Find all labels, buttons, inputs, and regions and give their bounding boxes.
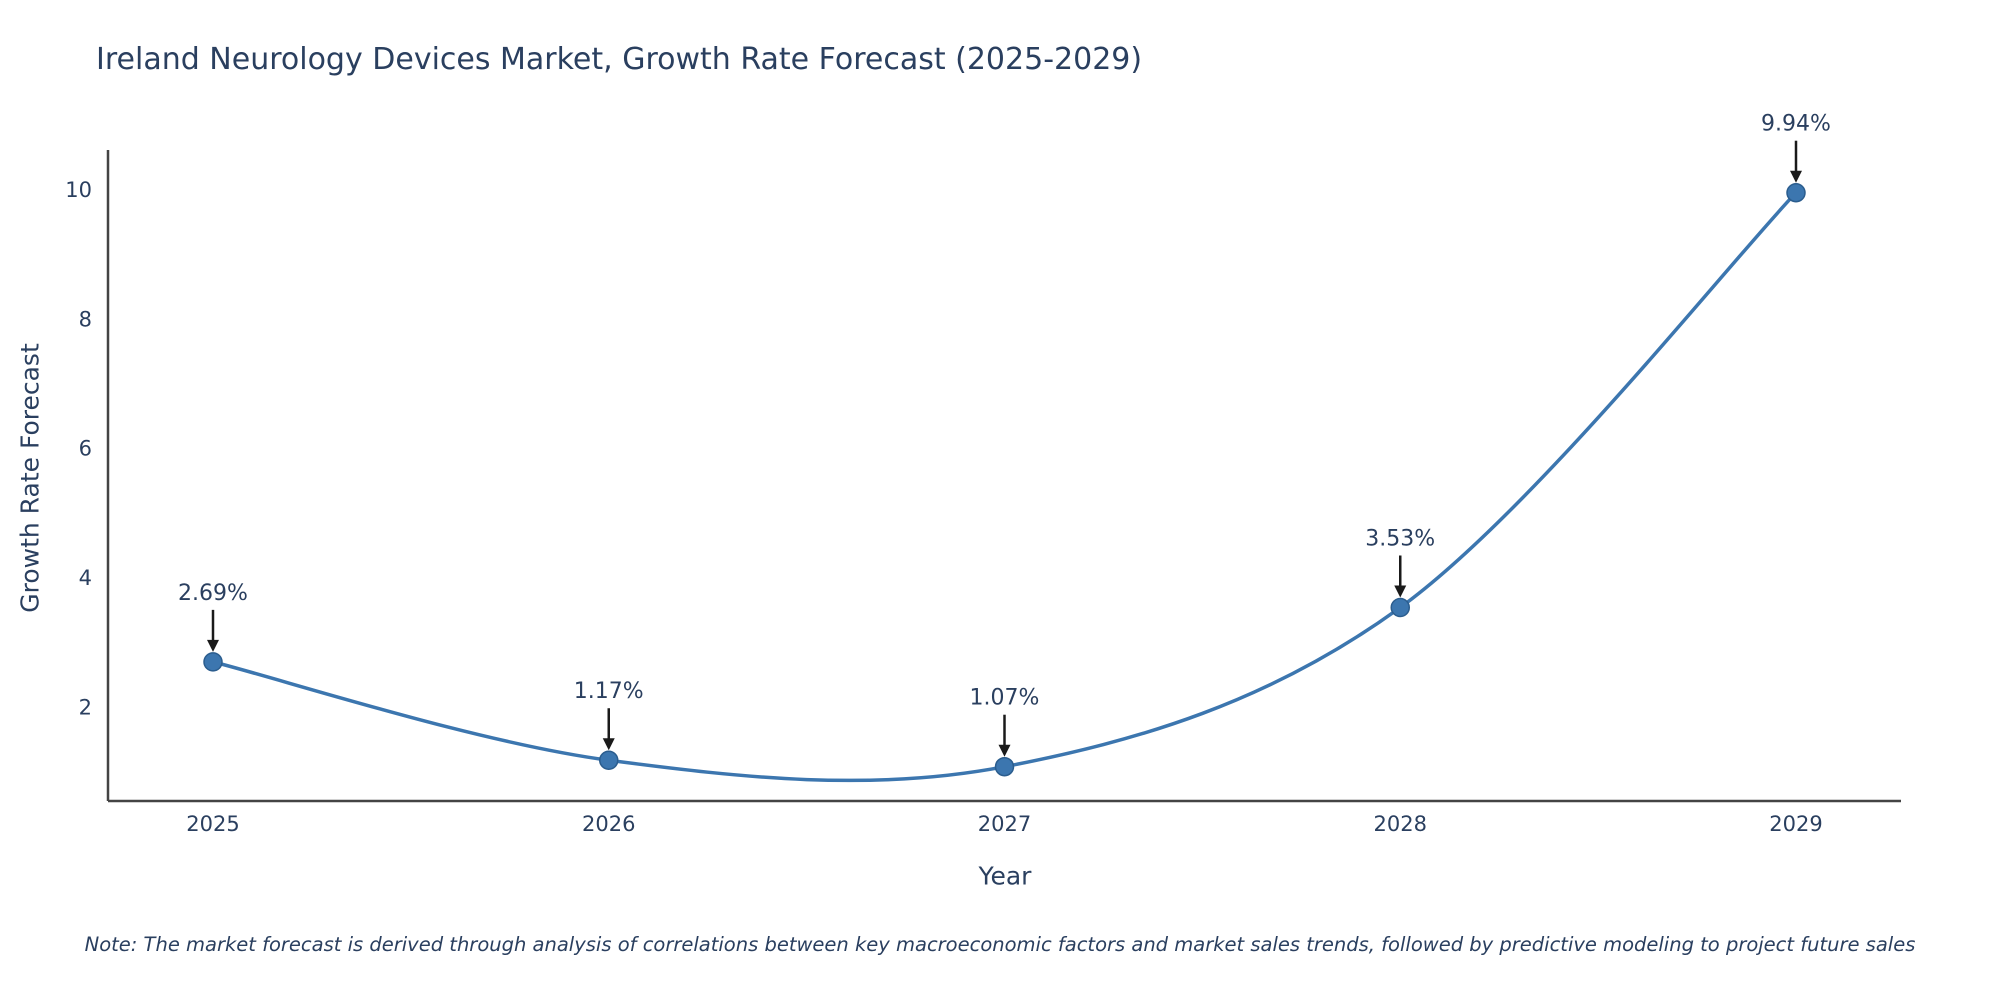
point-annotation-label: 2.69% [178,581,248,606]
data-point[interactable] [599,750,619,770]
point-annotation-label: 1.07% [970,686,1040,711]
y-tick-label: 2 [79,696,92,720]
annotation-arrowhead-icon [998,744,1011,757]
y-tick-label: 8 [79,307,92,331]
y-tick-label: 6 [79,437,92,461]
annotation-arrowhead-icon [207,639,219,652]
point-annotation-label: 9.94% [1761,112,1831,137]
point-annotation-label: 3.53% [1365,527,1435,552]
x-tick-label: 2028 [1374,812,1427,836]
footnote: Note: The market forecast is derived thr… [84,933,1916,956]
data-point[interactable] [203,652,223,672]
annotation-arrowhead-icon [1790,170,1802,183]
chart-title: Ireland Neurology Devices Market, Growth… [96,42,1143,77]
point-annotation-label: 1.17% [574,679,644,704]
x-tick-label: 2025 [186,812,239,836]
y-tick-label: 4 [79,566,92,590]
data-point[interactable] [1786,182,1806,203]
annotation-arrowhead-icon [1394,585,1407,598]
data-point[interactable] [994,756,1015,777]
data-point[interactable] [1390,597,1410,618]
x-tick-label: 2026 [582,812,635,836]
x-tick-label: 2029 [1769,812,1822,836]
x-axis-title: Year [978,861,1032,891]
series-line [212,191,1798,783]
annotation-arrowhead-icon [602,738,615,751]
x-tick-label: 2027 [978,812,1031,836]
y-tick-label: 10 [65,178,92,202]
